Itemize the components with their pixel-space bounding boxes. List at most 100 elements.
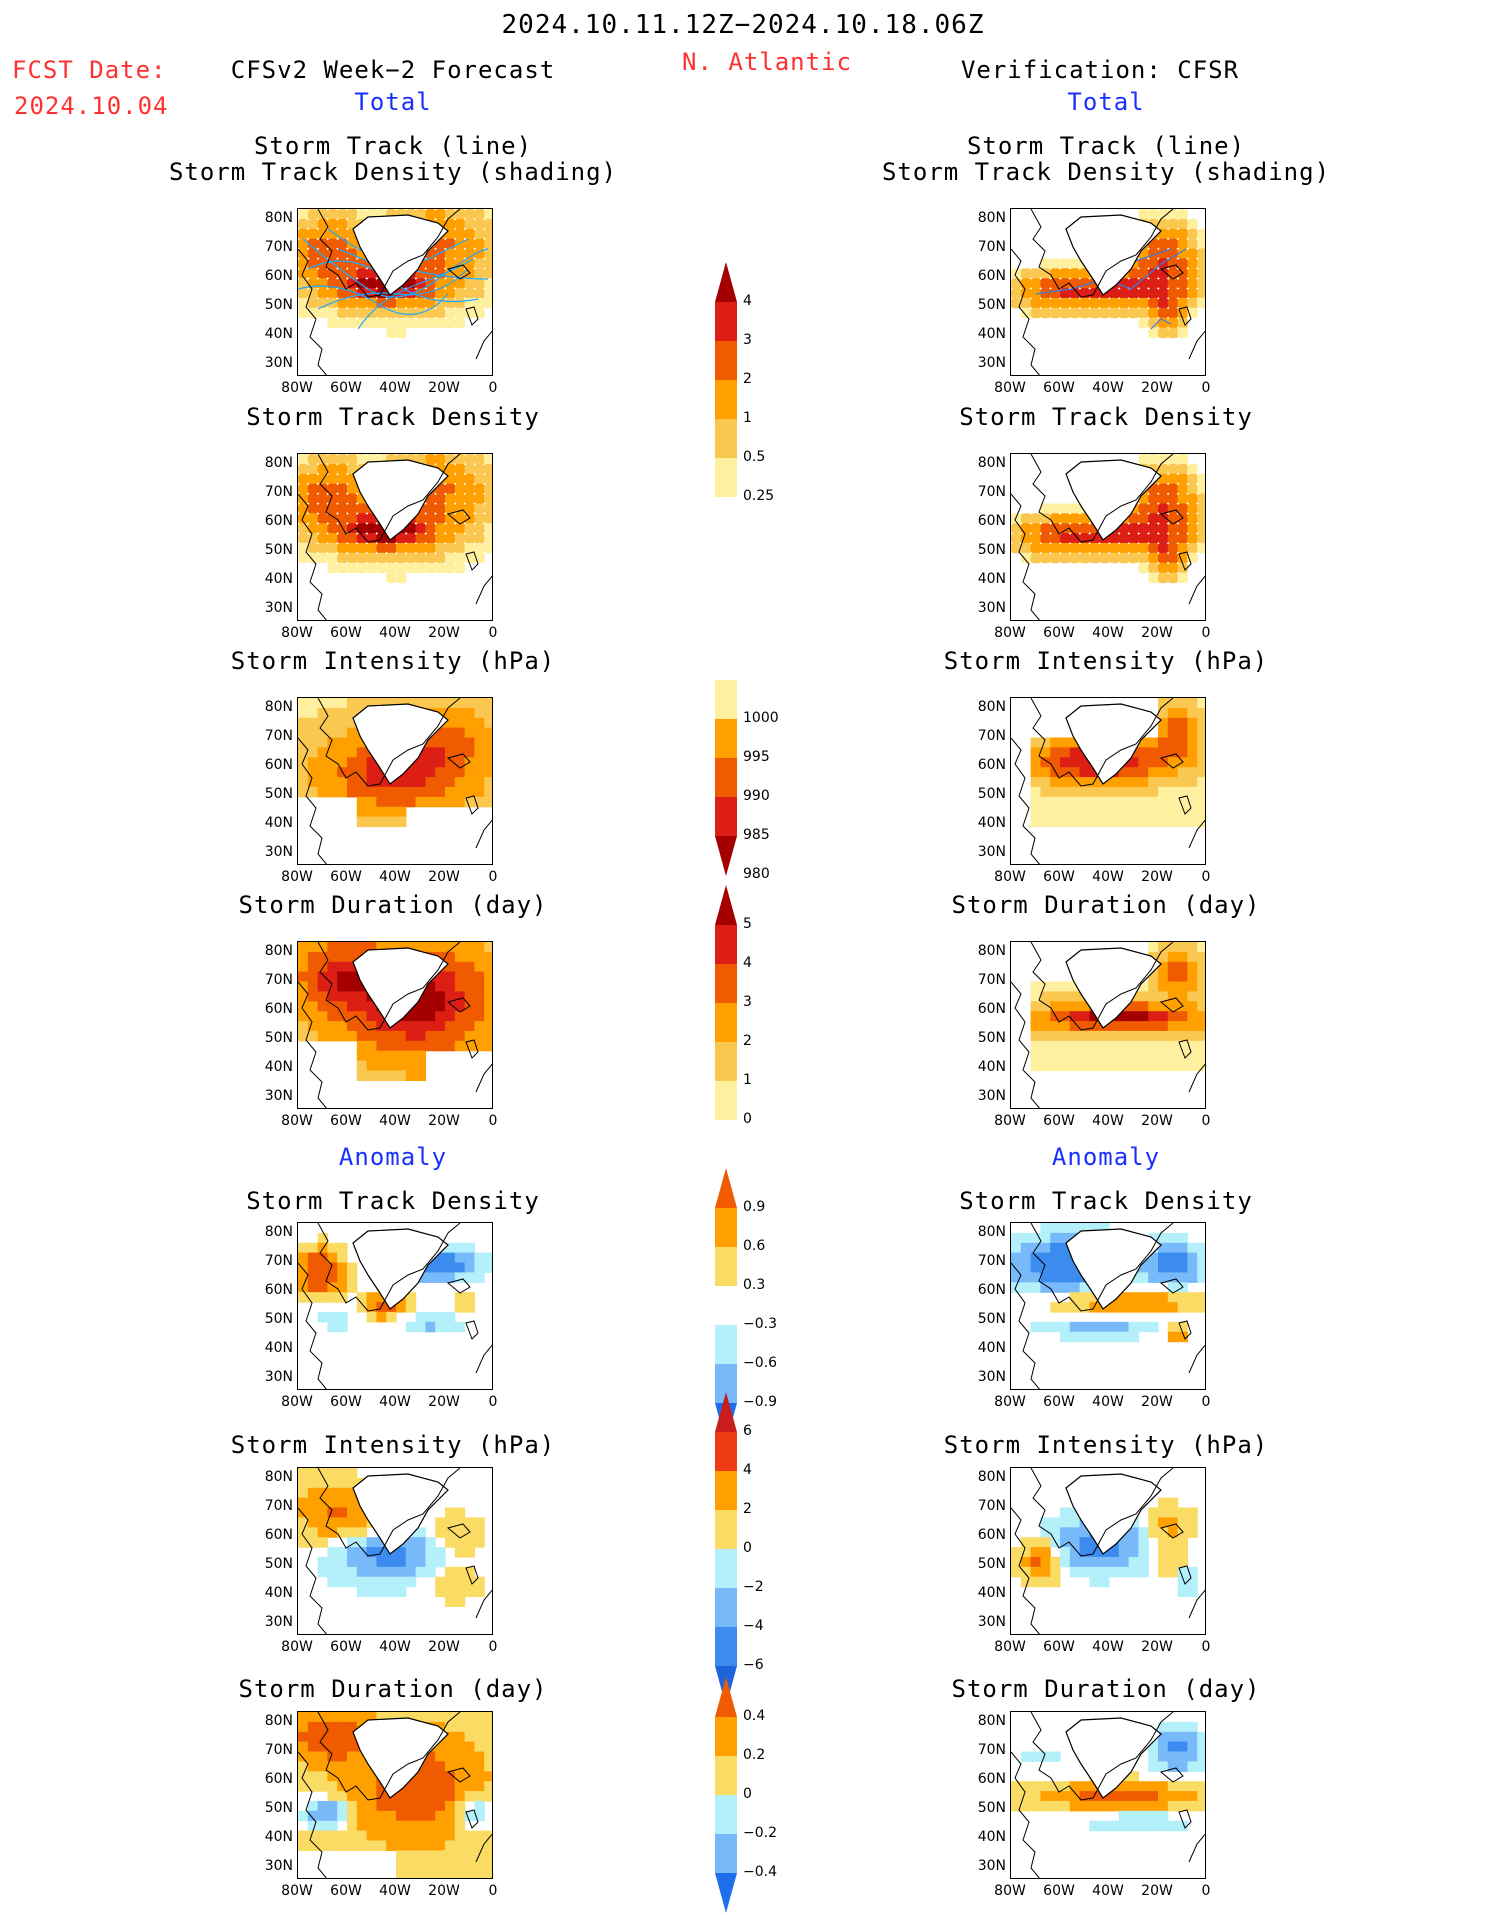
latitude-tick-label: 70N: [977, 1742, 1006, 1758]
latitude-tick-label: 30N: [264, 844, 293, 860]
latitude-tick-label: 50N: [264, 786, 293, 802]
latitude-tick-label: 40N: [264, 815, 293, 831]
longitude-tick-label: 60W: [330, 380, 362, 396]
latitude-tick-label: 70N: [977, 1498, 1006, 1514]
colorbar-swatch: [715, 302, 737, 341]
greenland-landmass: [352, 214, 449, 296]
greenland-landmass: [352, 1473, 449, 1555]
panel-title-intensity: Storm Intensity (hPa): [230, 647, 556, 675]
colorbar-label: 0.5: [743, 449, 766, 465]
colorbar-swatch: [715, 836, 737, 876]
latitude-tick-label: 60N: [264, 1771, 293, 1787]
coastline: [1011, 209, 1205, 375]
longitude-tick-label: 40W: [379, 1113, 411, 1129]
latitude-tick-label: 40N: [264, 1585, 293, 1601]
greenland-landmass: [1065, 1717, 1162, 1799]
longitude-tick-label: 40W: [379, 625, 411, 641]
colorbar-swatch: [715, 1549, 737, 1588]
colorbar-label: 2: [743, 371, 752, 387]
latitude-tick-label: 30N: [264, 355, 293, 371]
longitude-tick-label: 80W: [994, 869, 1026, 885]
latitude-tick-label: 30N: [264, 600, 293, 616]
colorbar-label: −2: [743, 1579, 764, 1595]
latitude-tick-label: 60N: [977, 268, 1006, 284]
colorbar-label: −4: [743, 1618, 764, 1634]
latitude-tick-label: 70N: [264, 1742, 293, 1758]
colorbar-swatch: [715, 1834, 737, 1873]
latitude-tick-label: 50N: [264, 1311, 293, 1327]
longitude-tick-label: 40W: [1092, 869, 1124, 885]
longitude-tick-label: 60W: [1043, 625, 1075, 641]
longitude-tick-label: 20W: [428, 380, 460, 396]
verification-map-panel-7: [1010, 1711, 1206, 1879]
verification-map-panel-6: [1010, 1467, 1206, 1635]
verification-map-panel-5: [1010, 1222, 1206, 1390]
longitude-tick-label: 20W: [428, 625, 460, 641]
latitude-tick-label: 40N: [977, 326, 1006, 342]
longitude-tick-label: 60W: [1043, 1639, 1075, 1655]
latitude-tick-label: 80N: [264, 455, 293, 471]
forecast-map-panel-1: [297, 208, 493, 376]
latitude-tick-label: 70N: [977, 484, 1006, 500]
latitude-tick-label: 50N: [264, 1030, 293, 1046]
colorbar-label: 995: [743, 749, 770, 765]
latitude-tick-label: 40N: [977, 1585, 1006, 1601]
colorbar-density: [715, 262, 739, 503]
latitude-tick-label: 60N: [977, 1771, 1006, 1787]
longitude-tick-label: 40W: [379, 1639, 411, 1655]
colorbar-label: 1: [743, 1072, 752, 1088]
forecast-map-panel-4: [297, 941, 493, 1109]
longitude-tick-label: 40W: [1092, 380, 1124, 396]
longitude-tick-label: 40W: [379, 869, 411, 885]
colorbar-label: 980: [743, 866, 770, 882]
longitude-tick-label: 40W: [379, 380, 411, 396]
colorbar-label: 2: [743, 1501, 752, 1517]
colorbar-swatch: [715, 680, 737, 719]
verification-map-panel-3: [1010, 697, 1206, 865]
latitude-tick-label: 70N: [977, 728, 1006, 744]
colorbar-label: −0.9: [743, 1394, 777, 1410]
panel-title-track-density: Storm Track Density: [246, 403, 540, 431]
colorbar-swatch: [715, 1873, 737, 1913]
verification-map-panel-4: [1010, 941, 1206, 1109]
colorbar-swatch: [715, 1168, 737, 1208]
coastline: [298, 1468, 492, 1634]
panel-title-duration: Storm Duration (day): [238, 891, 548, 919]
longitude-tick-label: 80W: [281, 625, 313, 641]
longitude-tick-label: 80W: [281, 1883, 313, 1899]
colorbar-label: 0.9: [743, 1199, 766, 1215]
colorbar-swatch: [715, 1392, 737, 1432]
panel-title-duration: Storm Duration (day): [951, 1675, 1261, 1703]
colorbar-swatch: [715, 1756, 737, 1795]
panel-title-track-density: Storm Track Density: [246, 1187, 540, 1215]
colorbar-label: 5: [743, 916, 752, 932]
longitude-tick-label: 0: [1201, 869, 1211, 885]
longitude-tick-label: 80W: [994, 1394, 1026, 1410]
latitude-tick-label: 50N: [264, 1800, 293, 1816]
colorbar-density-anom: [715, 1168, 739, 1449]
latitude-tick-label: 30N: [264, 1858, 293, 1874]
greenland-landmass: [352, 1717, 449, 1799]
colorbar-label: −0.3: [743, 1316, 777, 1332]
latitude-tick-label: 30N: [977, 1369, 1006, 1385]
colorbar-swatch: [715, 1627, 737, 1666]
longitude-tick-label: 60W: [330, 1113, 362, 1129]
latitude-tick-label: 80N: [977, 210, 1006, 226]
latitude-tick-label: 40N: [977, 571, 1006, 587]
latitude-tick-label: 80N: [264, 210, 293, 226]
latitude-tick-label: 60N: [264, 757, 293, 773]
colorbar-label: 3: [743, 994, 752, 1010]
longitude-tick-label: 0: [1201, 1394, 1211, 1410]
coastline: [1011, 1712, 1205, 1878]
latitude-tick-label: 60N: [977, 1282, 1006, 1298]
left-anomaly-label: Anomaly: [338, 1143, 448, 1171]
colorbar-swatch: [715, 1795, 737, 1834]
longitude-tick-label: 60W: [1043, 1883, 1075, 1899]
longitude-tick-label: 0: [1201, 1639, 1211, 1655]
longitude-tick-label: 80W: [281, 869, 313, 885]
verification-map-panel-2: [1010, 453, 1206, 621]
latitude-tick-label: 60N: [264, 1001, 293, 1017]
longitude-tick-label: 40W: [1092, 1394, 1124, 1410]
storm-track-line: [317, 268, 469, 310]
greenland-landmass: [352, 703, 449, 785]
